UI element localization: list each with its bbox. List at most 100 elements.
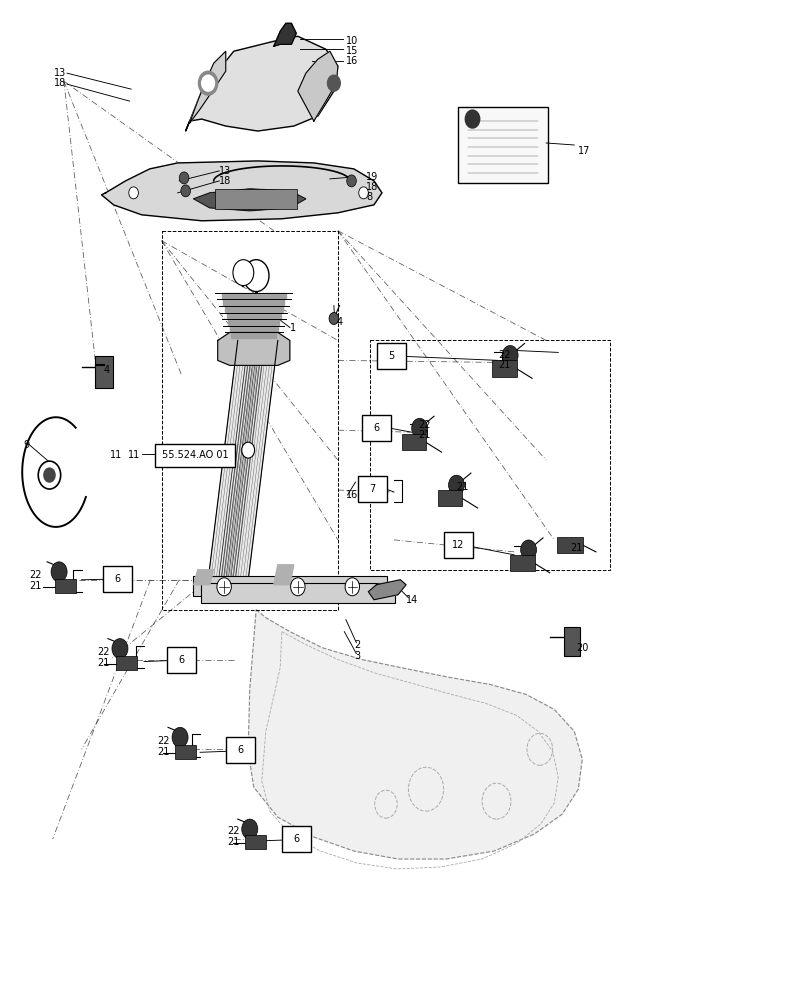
Polygon shape [231,332,276,338]
Polygon shape [194,189,305,211]
Text: 4: 4 [336,317,342,327]
Text: 21: 21 [30,581,42,591]
Circle shape [465,110,479,128]
Text: 22: 22 [97,647,110,657]
Text: 6: 6 [178,655,185,665]
Text: 6: 6 [237,745,243,755]
Polygon shape [248,610,581,859]
FancyBboxPatch shape [377,343,406,369]
Polygon shape [194,570,214,585]
Text: 21: 21 [97,658,110,668]
Circle shape [411,418,427,438]
Circle shape [202,75,214,91]
FancyBboxPatch shape [491,360,516,377]
FancyBboxPatch shape [167,647,196,673]
FancyBboxPatch shape [437,490,462,506]
Circle shape [112,639,128,659]
Text: 22: 22 [498,350,510,360]
Text: 16: 16 [345,490,357,500]
Polygon shape [225,306,283,312]
Circle shape [346,175,356,187]
FancyBboxPatch shape [361,415,390,441]
Circle shape [242,442,255,458]
FancyBboxPatch shape [175,745,196,759]
Text: 18: 18 [365,182,377,192]
Text: 22: 22 [227,826,239,836]
Text: 1: 1 [289,323,296,333]
Circle shape [327,75,340,91]
FancyBboxPatch shape [193,576,386,596]
Polygon shape [228,319,279,325]
Circle shape [198,71,218,95]
FancyBboxPatch shape [402,434,426,450]
Polygon shape [230,326,278,332]
FancyBboxPatch shape [509,555,534,571]
Text: 13: 13 [219,166,231,176]
Text: 22: 22 [30,570,42,580]
Circle shape [181,185,190,197]
Text: 5: 5 [388,351,394,361]
Circle shape [217,578,231,596]
FancyBboxPatch shape [458,107,547,183]
FancyBboxPatch shape [116,656,137,670]
FancyBboxPatch shape [201,583,394,603]
FancyBboxPatch shape [443,532,472,558]
Circle shape [51,562,67,582]
Text: 18: 18 [54,78,67,88]
FancyBboxPatch shape [282,826,310,852]
Polygon shape [274,23,296,46]
Circle shape [520,540,536,560]
FancyBboxPatch shape [155,444,235,467]
Text: 14: 14 [406,595,418,605]
Text: 20: 20 [576,643,589,653]
FancyBboxPatch shape [55,579,75,593]
Polygon shape [223,299,284,305]
Polygon shape [101,161,381,221]
Text: 21: 21 [227,837,239,847]
Circle shape [179,172,189,184]
Text: 22: 22 [418,420,430,430]
Circle shape [448,475,464,495]
Polygon shape [206,340,278,600]
Text: 21: 21 [569,543,582,553]
Circle shape [344,578,359,596]
Circle shape [290,578,304,596]
FancyBboxPatch shape [556,537,582,553]
Text: 4: 4 [103,365,109,375]
FancyBboxPatch shape [215,189,296,209]
Text: 19: 19 [365,172,377,182]
FancyBboxPatch shape [564,627,579,656]
Text: 21: 21 [498,360,510,370]
Polygon shape [185,36,337,131]
Text: 21: 21 [157,747,169,757]
Text: 6: 6 [293,834,299,844]
Polygon shape [190,51,226,123]
Text: 21: 21 [418,430,430,440]
Circle shape [44,468,55,482]
Text: 9: 9 [24,440,30,450]
Circle shape [242,819,258,839]
FancyBboxPatch shape [226,737,255,763]
Polygon shape [297,51,337,121]
Text: 15: 15 [345,46,358,56]
Text: 6: 6 [373,423,379,433]
Polygon shape [222,293,286,299]
Text: 18: 18 [219,176,231,186]
Text: 22: 22 [157,736,170,746]
Polygon shape [368,580,406,600]
Text: 7: 7 [369,484,375,494]
FancyBboxPatch shape [357,476,386,502]
Circle shape [358,187,368,199]
Text: 6: 6 [114,574,120,584]
FancyBboxPatch shape [95,356,112,388]
Circle shape [172,727,188,747]
Text: 12: 12 [451,540,463,550]
Circle shape [328,313,338,324]
Circle shape [502,346,517,365]
Text: 21: 21 [456,482,468,492]
FancyBboxPatch shape [245,835,266,849]
Circle shape [243,260,269,292]
Text: 3: 3 [353,651,360,661]
Text: 2: 2 [353,640,360,650]
Text: 8: 8 [365,192,372,202]
